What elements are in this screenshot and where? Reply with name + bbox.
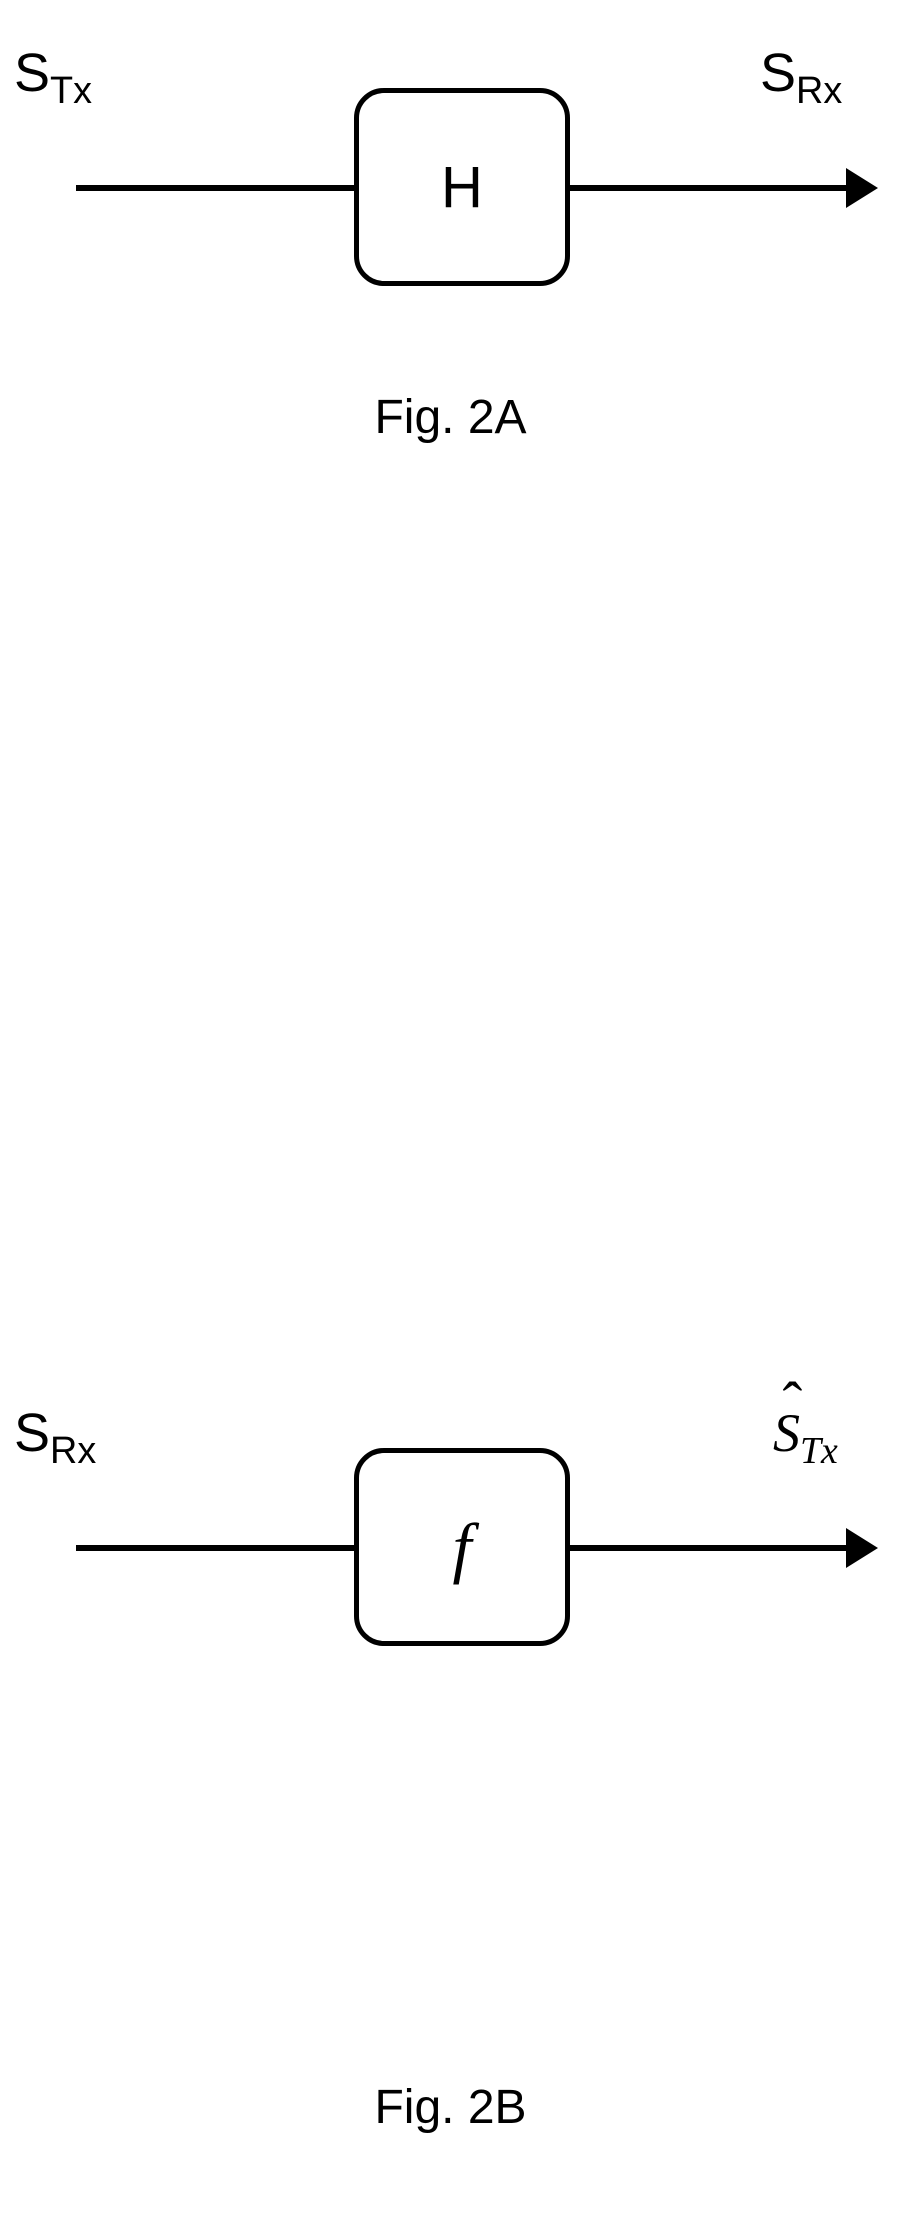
line-in (76, 1545, 354, 1551)
output-label-sub: Rx (796, 70, 842, 112)
arrow-head (846, 1528, 878, 1568)
output-label-srx: SRx (760, 42, 842, 113)
output-label-main: S (760, 43, 796, 103)
output-label-sub: Tx (800, 1430, 838, 1472)
input-label-main: S (14, 1403, 50, 1463)
input-label-main: S (14, 43, 50, 103)
input-label-srx: SRx (14, 1402, 96, 1473)
arrow-head (846, 168, 878, 208)
caption-2a: Fig. 2A (0, 390, 901, 445)
input-label-sub: Rx (50, 1430, 96, 1472)
system-box-h: H (354, 88, 570, 286)
output-label-main: S (773, 1402, 800, 1464)
caption-2b: Fig. 2B (0, 2080, 901, 2135)
line-out (570, 185, 848, 191)
system-box-label: f (453, 1508, 472, 1587)
input-label-stx: STx (14, 42, 92, 113)
line-in (76, 185, 354, 191)
input-label-sub: Tx (50, 70, 92, 112)
system-box-f: f (354, 1448, 570, 1646)
output-label-stx-hat: STx (773, 1402, 838, 1473)
system-box-label: H (441, 154, 483, 221)
line-out (570, 1545, 848, 1551)
